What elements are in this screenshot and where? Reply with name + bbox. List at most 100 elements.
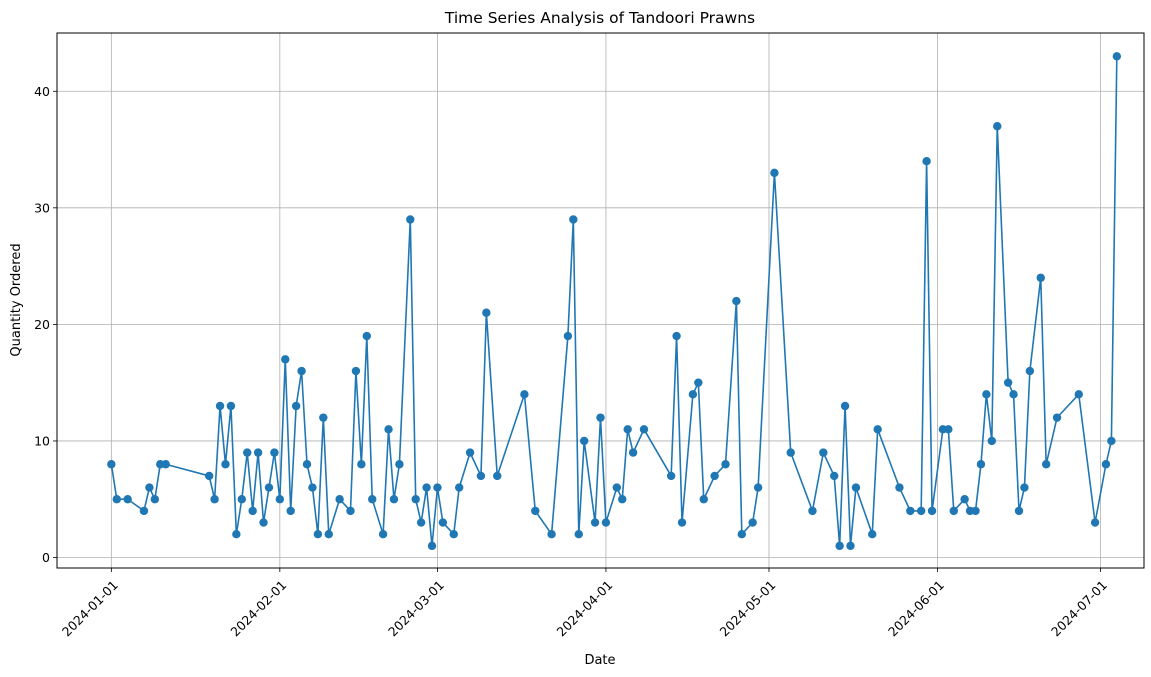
data-point — [895, 483, 904, 492]
data-point — [406, 215, 415, 224]
data-point — [786, 448, 795, 457]
data-point — [628, 448, 638, 457]
data-point — [368, 495, 377, 504]
grid — [57, 33, 1144, 568]
data-point — [281, 355, 290, 364]
data-point — [753, 483, 763, 492]
data-point — [531, 506, 540, 516]
data-point — [210, 495, 219, 504]
data-point — [422, 483, 431, 492]
data-point — [618, 495, 627, 504]
data-point — [346, 506, 355, 516]
data-point — [993, 122, 1002, 131]
data-point — [357, 460, 366, 469]
data-point — [1107, 436, 1116, 446]
data-point — [123, 495, 132, 504]
data-point — [270, 448, 279, 457]
data-point — [868, 530, 877, 539]
data-point — [226, 401, 236, 411]
data-point — [846, 541, 855, 551]
data-point — [221, 460, 230, 469]
data-point — [596, 413, 605, 422]
data-point — [465, 448, 475, 457]
data-point — [1090, 518, 1100, 527]
data-point — [324, 530, 333, 539]
data-point — [275, 495, 285, 504]
data-point — [286, 506, 295, 516]
data-point — [416, 518, 426, 527]
data-point — [569, 215, 578, 224]
data-point — [987, 436, 997, 446]
data-point — [362, 331, 371, 341]
data-point — [927, 506, 937, 516]
data-point — [1112, 52, 1122, 61]
data-point — [1009, 390, 1018, 399]
series-group — [107, 52, 1122, 551]
data-point — [819, 448, 828, 457]
data-point — [264, 483, 274, 492]
data-point — [906, 506, 915, 516]
data-point — [384, 425, 393, 434]
data-point — [1074, 390, 1083, 399]
data-point — [319, 413, 328, 422]
data-point — [1003, 378, 1013, 387]
data-point — [916, 506, 926, 516]
data-point — [840, 401, 850, 411]
y-tick-label: 20 — [34, 317, 50, 332]
data-point — [204, 471, 214, 481]
data-point — [297, 366, 306, 376]
data-point — [161, 460, 170, 469]
data-point — [944, 425, 953, 434]
data-point — [699, 495, 708, 504]
chart-title: Time Series Analysis of Tandoori Prawns — [444, 9, 755, 27]
data-point — [1101, 460, 1111, 469]
data-point — [830, 471, 839, 481]
data-point — [976, 460, 986, 469]
data-point — [1020, 483, 1029, 492]
data-point — [427, 541, 437, 551]
y-tick-label: 30 — [34, 200, 50, 215]
data-point — [721, 460, 730, 469]
data-point — [438, 518, 448, 527]
data-point — [601, 518, 611, 527]
data-point — [493, 471, 502, 481]
data-point — [579, 436, 589, 446]
y-axis-label: Quantity Ordered — [9, 243, 24, 356]
data-point — [710, 471, 719, 481]
data-point — [949, 506, 958, 516]
data-point — [476, 471, 486, 481]
data-point — [482, 308, 491, 317]
data-point — [672, 331, 681, 341]
data-point — [922, 157, 931, 166]
data-point — [449, 530, 458, 539]
data-point — [335, 495, 344, 504]
data-point — [851, 483, 861, 492]
data-point — [547, 530, 556, 539]
data-point — [677, 518, 687, 527]
data-point — [971, 506, 980, 516]
data-point — [291, 401, 301, 411]
data-point — [248, 506, 257, 516]
data-point — [112, 495, 121, 504]
data-point — [563, 331, 573, 341]
data-point — [313, 530, 323, 539]
data-point — [808, 506, 817, 516]
data-point — [1014, 506, 1024, 516]
data-point — [1052, 413, 1062, 422]
data-point — [411, 495, 420, 504]
data-point — [215, 401, 225, 411]
data-point — [232, 530, 241, 539]
data-point — [835, 541, 844, 551]
data-point — [737, 530, 747, 539]
data-point — [612, 483, 622, 492]
data-point — [1025, 366, 1035, 376]
data-point — [150, 495, 160, 504]
y-tick-label: 40 — [34, 84, 50, 99]
data-point — [237, 495, 246, 504]
data-point — [1041, 460, 1051, 469]
data-point — [308, 483, 317, 492]
data-point — [960, 495, 969, 504]
data-point — [243, 448, 252, 457]
data-point — [107, 460, 116, 469]
